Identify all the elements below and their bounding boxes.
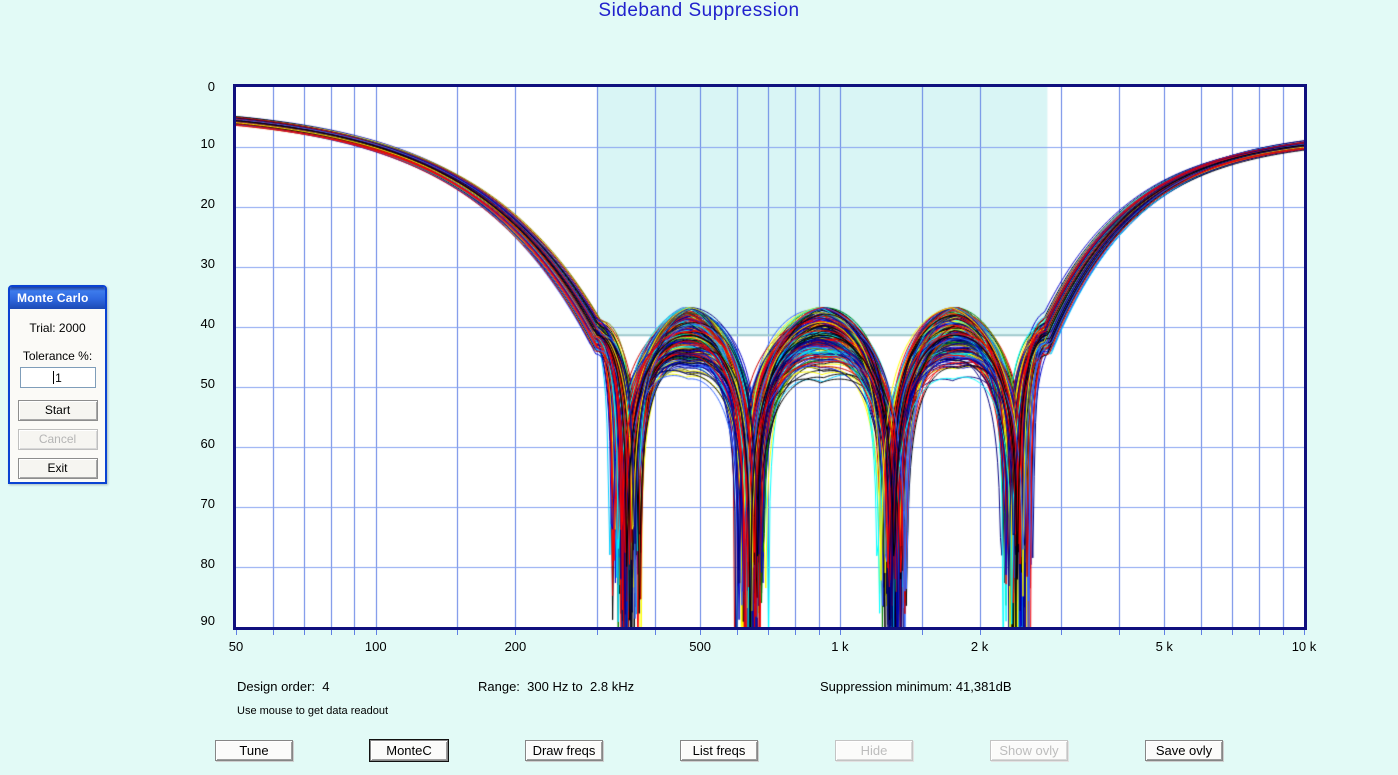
x-axis-tick [767,630,769,635]
x-axis-tick [1201,630,1203,635]
x-axis-tick [272,630,274,635]
dialog-titlebar[interactable]: Monte Carlo [10,287,105,309]
x-axis-label: 2 k [970,639,989,654]
tolerance-input[interactable]: 1 [19,367,96,388]
x-axis-label: 50 [228,639,244,654]
x-axis-tick [1259,630,1261,635]
range-text: Range: 300 Hz to 2.8 kHz [478,679,635,694]
plot-area [233,84,1307,630]
draw-freqs-button[interactable]: Draw freqs [525,740,603,761]
show-ovly-button[interactable]: Show ovly [990,740,1068,761]
chart-title: Sideband Suppression [598,0,800,21]
hide-button[interactable]: Hide [835,740,913,761]
exit-button[interactable]: Exit [17,458,98,479]
montec-button[interactable]: MonteC [370,740,448,761]
x-axis-tick [375,630,377,635]
x-axis-label: 200 [504,639,527,654]
x-axis-tick [736,630,738,635]
y-axis-label: 0 [207,79,215,94]
x-axis-label: 5 k [1155,639,1173,654]
toolbar: Tune MonteC Draw freqs List freqs Hide Show o… [215,740,1223,761]
x-axis-tick [794,630,796,635]
tune-button[interactable]: Tune [215,740,293,761]
plot-canvas[interactable] [236,87,1304,627]
x-axis-tick [1232,630,1234,635]
x-axis-label: 1 k [831,639,849,654]
x-axis-tick [979,630,981,635]
x-axis-tick [1304,630,1305,635]
x-axis-label: 10 k [1291,639,1317,654]
y-axis-label: 70 [200,496,215,511]
x-axis-tick [1061,630,1063,635]
x-axis-tick [1164,630,1166,635]
save-ovly-button[interactable]: Save ovly [1145,740,1223,761]
mouse-readout-hint: Use mouse to get data readout [237,705,389,717]
x-axis-label: 100 [364,639,387,654]
y-axis-label: 80 [200,556,215,571]
y-axis-label: 10 [200,136,215,151]
x-axis-tick [303,630,305,635]
x-axis-tick [1282,630,1284,635]
y-axis-label: 30 [200,256,215,271]
dialog-buttons: Start Cancel Exit [10,400,105,479]
trial-count-label: Trial: 2000 [29,321,86,335]
list-freqs-button[interactable]: List freqs [680,740,758,761]
tolerance-label: Tolerance %: [22,349,93,363]
x-axis-tick [515,630,517,635]
x-axis-tick [354,630,356,635]
x-axis-tick [457,630,459,635]
x-axis-tick [655,630,657,635]
y-axis-label: 50 [200,376,215,391]
x-axis-tick [1119,630,1121,635]
x-axis-tick [921,630,923,635]
x-axis-label: 500 [689,639,711,654]
x-axis-tick [839,630,841,635]
x-axis-tick [700,630,702,635]
y-axis-label: 20 [200,196,215,211]
y-axis-label: 90 [200,613,215,628]
cancel-button[interactable]: Cancel [17,429,98,450]
start-button[interactable]: Start [17,400,98,421]
x-axis-tick [818,630,820,635]
y-axis-label: 60 [200,436,215,451]
text-caret [53,371,55,384]
x-axis-tick [597,630,599,635]
suppression-minimum-text: Suppression minimum: 41,381dB [820,679,1012,694]
tolerance-value: 1 [55,370,62,385]
x-axis-tick [236,630,237,635]
y-axis-label: 40 [200,316,215,331]
x-axis-tick [330,630,332,635]
monte-carlo-dialog: Monte Carlo Trial: 2000 Tolerance %: 1 S… [8,285,107,484]
design-order-text: Design order: 4 [237,679,330,694]
